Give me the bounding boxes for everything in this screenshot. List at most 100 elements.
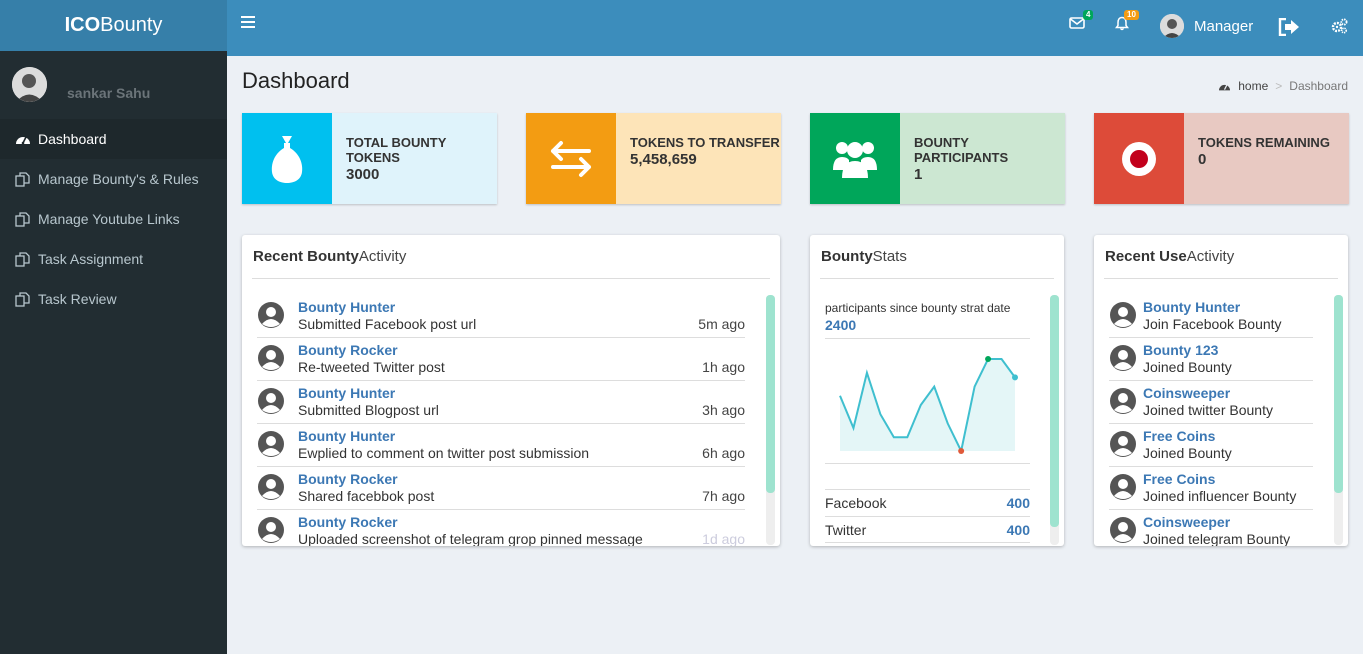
- sidebar-item-label: Task Review: [38, 291, 117, 307]
- notification-count-badge: 10: [1124, 10, 1139, 20]
- activity-description: Joined telegram Bounty: [1143, 531, 1291, 546]
- scrollbar-thumb[interactable]: [1334, 295, 1343, 493]
- scrollbar[interactable]: [1334, 295, 1343, 545]
- stat-value: 400: [1006, 521, 1030, 538]
- users-icon: [810, 113, 900, 204]
- user-avatar-icon: [1110, 474, 1136, 500]
- breadcrumb: home > Dashboard: [1218, 79, 1348, 93]
- activity-user-link[interactable]: Bounty Rocker: [298, 514, 398, 530]
- activity-user-link[interactable]: Bounty Hunter: [298, 299, 396, 315]
- stat-row-facebook: Facebook 400: [825, 489, 1030, 516]
- money-bag-icon: [242, 113, 332, 204]
- activity-user-link[interactable]: Bounty Rocker: [298, 471, 398, 487]
- user-avatar-icon: [258, 388, 284, 414]
- stat-label: Facebook: [825, 495, 887, 511]
- activity-user-link[interactable]: Coinsweeper: [1143, 514, 1231, 530]
- mail-button[interactable]: 4: [1069, 10, 1094, 35]
- notifications-button[interactable]: 10: [1115, 10, 1139, 36]
- activity-user-link[interactable]: Bounty 123: [1143, 342, 1219, 358]
- user-avatar-icon: [1110, 431, 1136, 457]
- sidebar-item-label: Manage Bounty's & Rules: [38, 171, 199, 187]
- activity-user-link[interactable]: Bounty Hunter: [298, 385, 396, 401]
- activity-description: Submitted Facebook post url: [298, 316, 477, 332]
- activity-user-link[interactable]: Bounty Hunter: [298, 428, 396, 444]
- user-menu-label: Manager: [1194, 17, 1254, 35]
- activity-user-link[interactable]: Bounty Hunter: [1143, 299, 1241, 315]
- sparkline-area: [840, 359, 1015, 451]
- list-item[interactable]: Bounty Hunter Submitted Blogpost url 3h …: [257, 381, 745, 424]
- sidebar-item-dashboard[interactable]: Dashboard: [0, 119, 227, 159]
- scrollbar-thumb[interactable]: [1050, 295, 1059, 527]
- breadcrumb-current: Dashboard: [1289, 79, 1348, 93]
- activity-time: 1h ago: [702, 359, 745, 375]
- sidebar-item-task-assignment[interactable]: Task Assignment: [0, 239, 227, 279]
- activity-description: Join Facebook Bounty: [1143, 316, 1282, 332]
- scrollbar[interactable]: [1050, 295, 1059, 545]
- list-item[interactable]: Bounty 123 Joined Bounty: [1109, 338, 1313, 381]
- dashboard-icon: [15, 132, 31, 146]
- scrollbar[interactable]: [766, 295, 775, 545]
- info-box-label: BOUNTY PARTICIPANTS: [914, 135, 1009, 165]
- settings-button[interactable]: [1331, 18, 1348, 39]
- sparkline-last-point: [1012, 374, 1018, 381]
- breadcrumb-home-link[interactable]: home: [1238, 79, 1269, 93]
- stats-caption: participants since bounty strat date: [825, 301, 1011, 315]
- list-item[interactable]: Bounty Rocker Re-tweeted Twitter post 1h…: [257, 338, 745, 381]
- activity-description: Joined Bounty: [1143, 359, 1232, 375]
- record-icon: [1094, 113, 1184, 204]
- sign-out-icon: [1278, 17, 1299, 37]
- activity-description: Joined twitter Bounty: [1143, 402, 1273, 418]
- user-menu[interactable]: Manager: [1160, 14, 1253, 38]
- sidebar-user-name: sankar Sahu: [67, 85, 151, 101]
- activity-user-link[interactable]: Bounty Rocker: [298, 342, 398, 358]
- activity-time: 3h ago: [702, 402, 745, 418]
- sidebar-item-label: Dashboard: [38, 131, 107, 147]
- list-item[interactable]: Coinsweeper Joined telegram Bounty: [1109, 510, 1313, 546]
- card-title: Bounty Stats: [820, 235, 1054, 279]
- bounty-stats-card: Bounty Stats participants since bounty st…: [810, 235, 1064, 546]
- activity-time: 6h ago: [702, 445, 745, 461]
- info-box-value: 1: [914, 166, 923, 183]
- activity-description: Shared facebbok post: [298, 488, 435, 504]
- activity-time: 5m ago: [698, 316, 745, 332]
- info-box-value: 3000: [346, 166, 380, 183]
- sparkline-line: [839, 358, 1016, 455]
- sidebar-item-manage-youtube-links[interactable]: Manage Youtube Links: [0, 199, 227, 239]
- activity-time: 7h ago: [702, 488, 745, 504]
- sidebar-item-label: Manage Youtube Links: [38, 211, 180, 227]
- list-item[interactable]: Bounty Hunter Ewplied to comment on twit…: [257, 424, 745, 467]
- list-item[interactable]: Bounty Rocker Uploaded screenshot of tel…: [257, 510, 745, 546]
- user-panel: sankar Sahu: [0, 51, 227, 119]
- list-item[interactable]: Free Coins Joined influencer Bounty: [1109, 467, 1313, 510]
- app-logo[interactable]: ICOBounty: [0, 0, 227, 51]
- activity-description: Ewplied to comment on twitter post submi…: [298, 445, 590, 461]
- user-activity-list: Bounty Hunter Join Facebook Bounty Bount…: [1109, 295, 1313, 546]
- info-box-bounty-participants: BOUNTY PARTICIPANTS 1: [810, 113, 1065, 204]
- menu-toggle-icon[interactable]: [241, 16, 255, 28]
- list-item[interactable]: Bounty Rocker Shared facebbok post 7h ag…: [257, 467, 745, 510]
- signout-button[interactable]: [1278, 17, 1300, 41]
- exchange-icon: [526, 113, 616, 204]
- sidebar-item-manage-bounty-rules[interactable]: Manage Bounty's & Rules: [0, 159, 227, 199]
- activity-user-link[interactable]: Free Coins: [1143, 471, 1216, 487]
- activity-description: Joined Bounty: [1143, 445, 1232, 461]
- user-avatar-icon: [1110, 517, 1136, 543]
- info-box-tokens-to-transfer: TOKENS TO TRANSFER 5,458,659: [526, 113, 781, 204]
- list-item[interactable]: Bounty Hunter Join Facebook Bounty: [1109, 295, 1313, 338]
- envelope-icon: [1069, 17, 1085, 29]
- user-avatar-icon: [258, 431, 284, 457]
- gears-icon: [1331, 18, 1348, 34]
- user-avatar-icon: [258, 345, 284, 371]
- info-box-label: TOKENS TO TRANSFER: [630, 135, 780, 150]
- scrollbar-thumb[interactable]: [766, 295, 775, 493]
- avatar: [1160, 14, 1184, 38]
- list-item[interactable]: Bounty Hunter Submitted Facebook post ur…: [257, 295, 745, 338]
- activity-user-link[interactable]: Coinsweeper: [1143, 385, 1231, 401]
- sparkline-chart: [825, 338, 1030, 464]
- info-box-label: TOKENS REMAINING: [1198, 135, 1330, 150]
- list-item[interactable]: Coinsweeper Joined twitter Bounty: [1109, 381, 1313, 424]
- activity-user-link[interactable]: Free Coins: [1143, 428, 1216, 444]
- list-item[interactable]: Free Coins Joined Bounty: [1109, 424, 1313, 467]
- sidebar-item-task-review[interactable]: Task Review: [0, 279, 227, 319]
- user-avatar-icon: [1110, 302, 1136, 328]
